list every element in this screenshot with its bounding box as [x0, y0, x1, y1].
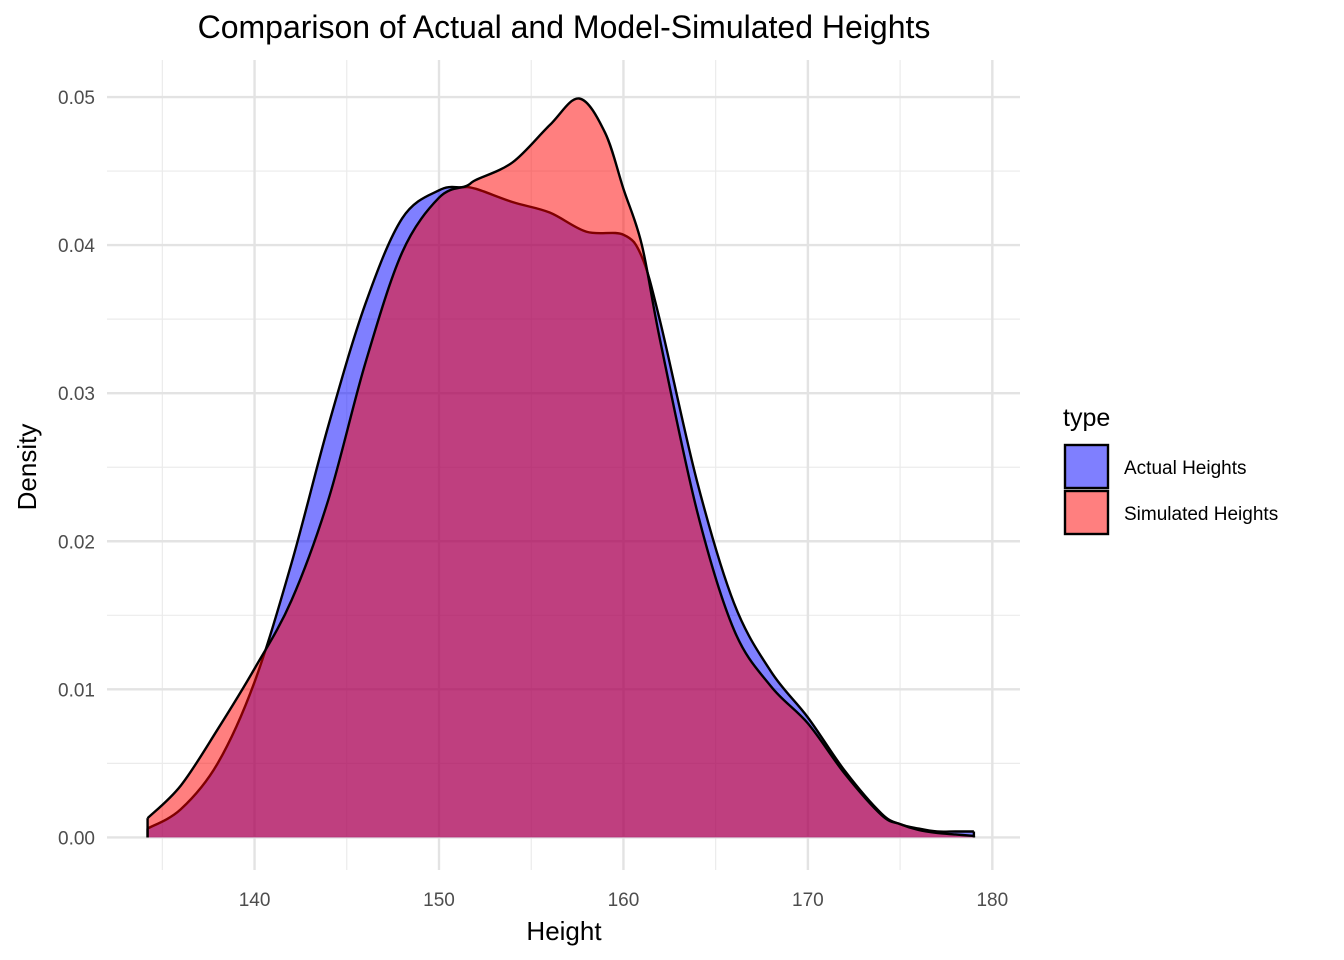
y-tick-label: 0.01 [58, 680, 95, 701]
legend: type Actual Heights Simulated Heights [1063, 404, 1278, 536]
y-tick-label: 0.00 [58, 828, 95, 849]
y-tick-label: 0.05 [58, 88, 95, 109]
x-tick-label: 170 [792, 890, 824, 911]
y-tick-label: 0.03 [58, 384, 95, 405]
legend-title: type [1063, 404, 1110, 432]
density-areas [146, 97, 976, 838]
x-tick-label: 140 [239, 890, 271, 911]
legend-item-label: Simulated Heights [1124, 504, 1278, 525]
y-tick-label: 0.04 [58, 236, 95, 257]
legend-key-swatch [1063, 443, 1110, 490]
x-axis-ticks: 140 150 160 170 180 [239, 890, 1008, 911]
legend-key-swatch [1063, 489, 1110, 536]
density-line-simulated-heights [146, 97, 974, 838]
y-tick-label: 0.02 [58, 532, 95, 553]
chart-title: Comparison of Actual and Model-Simulated… [198, 9, 931, 45]
density-area-simulated-heights [147, 98, 974, 838]
x-tick-label: 160 [608, 890, 640, 911]
y-axis-ticks: 0.00 0.01 0.02 0.03 0.04 0.05 [58, 88, 95, 849]
legend-item-label: Actual Heights [1124, 458, 1247, 479]
x-tick-label: 150 [423, 890, 455, 911]
x-tick-label: 180 [976, 890, 1008, 911]
x-axis-title: Height [526, 916, 602, 946]
y-axis-title: Density [12, 424, 42, 511]
